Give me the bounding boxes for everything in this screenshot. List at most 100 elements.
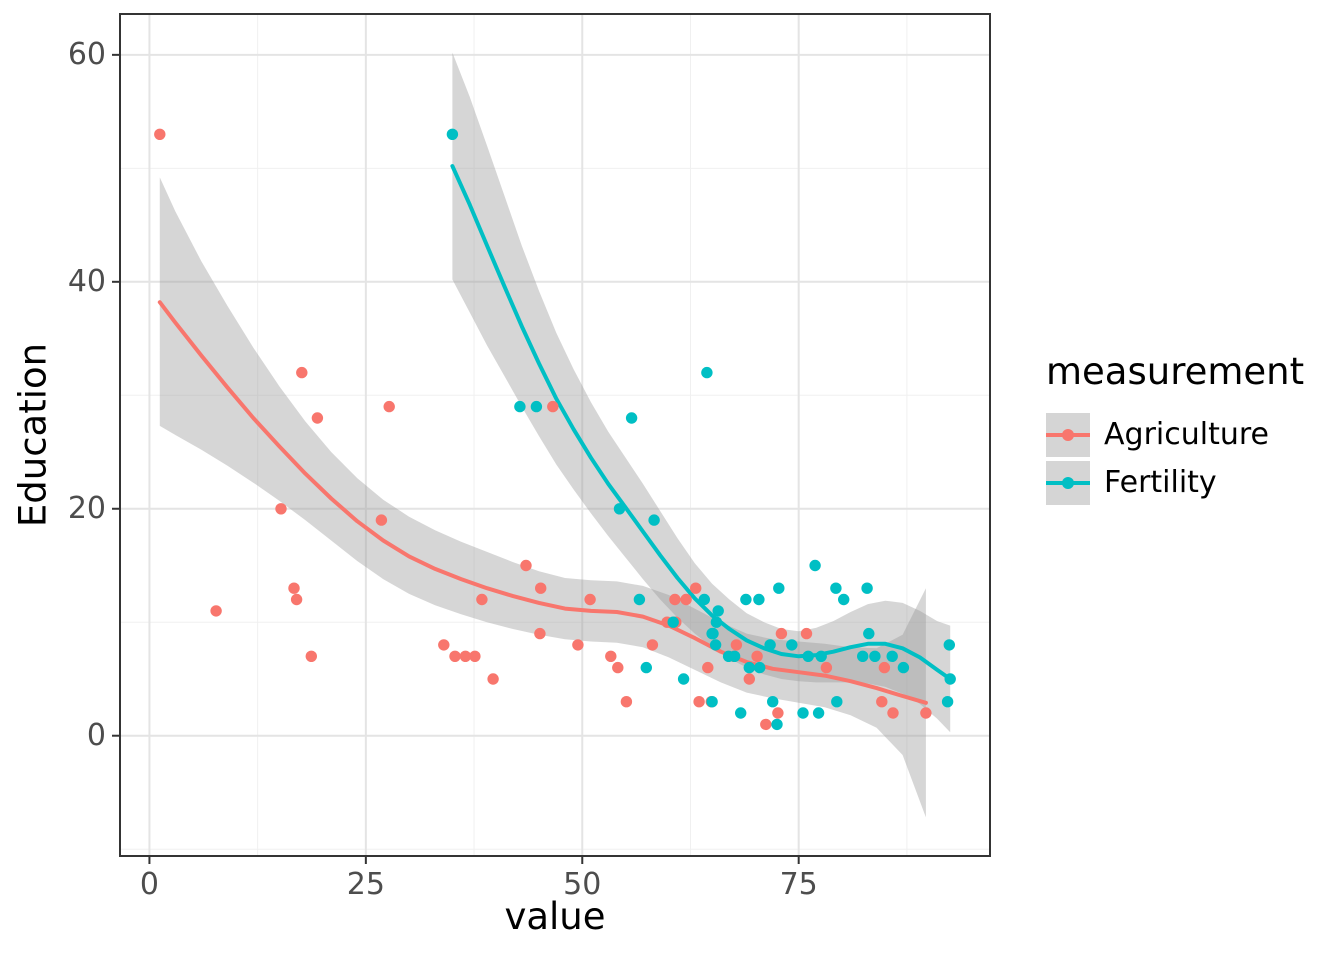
fertility-point-icon <box>1062 476 1074 489</box>
fertility-data-point <box>944 673 956 685</box>
fertility-data-point <box>613 503 626 515</box>
agriculture-data-point <box>693 696 705 708</box>
agriculture-data-point <box>476 593 488 606</box>
agriculture-data-point <box>772 707 784 719</box>
agriculture-data-point <box>275 503 287 515</box>
fertility-data-point <box>815 650 827 662</box>
agriculture-data-point <box>311 412 324 424</box>
agriculture-data-point <box>730 639 743 651</box>
fertility-data-point <box>677 673 690 685</box>
agriculture-data-point <box>305 650 317 662</box>
agriculture-data-point <box>751 650 763 662</box>
fertility-data-point <box>941 696 954 708</box>
agriculture-data-point <box>487 673 499 685</box>
agriculture-data-point <box>680 593 692 606</box>
agriculture-data-point <box>288 582 300 594</box>
legend-title: measurement <box>1046 350 1305 393</box>
agriculture-data-point <box>612 661 624 674</box>
legend-key-fertility <box>1046 460 1090 505</box>
fertility-data-point <box>706 696 718 708</box>
legend-entry-fertility: Fertility <box>1046 459 1304 507</box>
agriculture-data-point <box>290 593 303 606</box>
fertility-data-point <box>869 650 881 662</box>
agriculture-data-point <box>820 661 833 674</box>
panel-background <box>120 14 990 856</box>
agriculture-data-point <box>702 661 714 674</box>
agriculture-data-point <box>920 707 932 719</box>
legend: measurement Agriculture Fertility <box>1046 350 1305 507</box>
fertility-data-point <box>812 707 825 719</box>
fertility-data-point <box>797 707 809 719</box>
agriculture-data-point <box>669 593 681 606</box>
legend-label-agriculture: Agriculture <box>1104 416 1269 452</box>
agriculture-data-point <box>876 696 888 708</box>
fertility-data-point <box>514 400 526 413</box>
fertility-data-point <box>698 593 710 606</box>
fertility-data-point <box>710 616 723 628</box>
fertility-data-point <box>530 400 543 413</box>
fertility-data-point <box>648 514 660 526</box>
fertility-data-point <box>667 616 679 628</box>
agriculture-data-point <box>743 673 755 685</box>
agriculture-data-point <box>605 650 617 662</box>
fertility-data-point <box>764 639 776 651</box>
fertility-data-point <box>830 582 842 594</box>
x-axis-title: value <box>504 895 606 938</box>
panel-border <box>119 13 991 857</box>
legend-key-agriculture <box>1046 412 1090 457</box>
agriculture-data-point <box>760 718 772 731</box>
agriculture-data-point <box>878 661 891 674</box>
fertility-data-point <box>838 593 850 606</box>
agriculture-data-point <box>296 366 308 379</box>
agriculture-data-point <box>535 582 547 594</box>
fertility-data-point <box>740 593 752 606</box>
fertility-data-point <box>861 582 873 594</box>
agriculture-data-point <box>572 639 584 651</box>
agriculture-data-point <box>375 514 388 526</box>
agriculture-data-point <box>383 400 395 413</box>
agriculture-point-icon <box>1062 428 1074 441</box>
agriculture-data-point <box>449 650 461 662</box>
fertility-data-point <box>897 661 910 674</box>
fertility-data-point <box>735 707 747 719</box>
agriculture-data-point <box>620 696 633 708</box>
fertility-data-point <box>754 661 766 674</box>
fertility-data-point <box>446 128 459 140</box>
fertility-data-point <box>640 661 652 674</box>
fertility-data-point <box>767 696 779 708</box>
y-axis-title: Education <box>11 342 55 528</box>
legend-label-fertility: Fertility <box>1104 464 1217 500</box>
agriculture-data-point <box>438 639 450 651</box>
fertility-data-point <box>701 366 713 379</box>
fertility-data-point <box>786 639 798 651</box>
fertility-data-point <box>743 661 755 674</box>
fertility-data-point <box>712 605 724 617</box>
agriculture-data-point <box>469 650 481 662</box>
fertility-data-point <box>625 412 638 424</box>
legend-entry-agriculture: Agriculture <box>1046 411 1304 459</box>
fertility-data-point <box>709 639 722 651</box>
agriculture-data-point <box>775 627 788 640</box>
fertility-data-point <box>773 582 785 594</box>
fertility-data-point <box>857 650 869 662</box>
fertility-data-point <box>809 559 821 572</box>
fertility-data-point <box>802 650 814 662</box>
agriculture-data-point <box>584 593 596 606</box>
fertility-data-point <box>706 627 718 640</box>
agriculture-data-point <box>887 707 899 719</box>
agriculture-data-point <box>800 627 813 640</box>
agriculture-data-point <box>154 128 166 140</box>
fertility-data-point <box>831 696 843 708</box>
fertility-data-point <box>728 650 741 662</box>
agriculture-data-point <box>210 605 222 617</box>
fertility-data-point <box>863 627 875 640</box>
agriculture-data-point <box>690 582 702 594</box>
agriculture-data-point <box>547 400 559 413</box>
fertility-data-point <box>753 593 765 606</box>
fertility-data-point <box>943 639 955 651</box>
fertility-data-point <box>633 593 646 606</box>
agriculture-data-point <box>459 650 472 662</box>
agriculture-data-point <box>534 627 546 640</box>
fertility-data-point <box>771 718 783 731</box>
